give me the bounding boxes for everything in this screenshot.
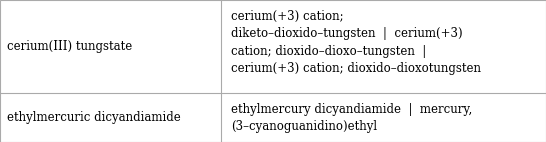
Text: ethylmercuric dicyandiamide: ethylmercuric dicyandiamide — [7, 111, 180, 124]
Text: cerium(+3) cation;
diketo–dioxido–tungsten  |  cerium(+3)
cation; dioxido–dioxo–: cerium(+3) cation; diketo–dioxido–tungst… — [231, 10, 481, 75]
Text: ethylmercury dicyandiamide  |  mercury,
(3–cyanoguanidino)ethyl: ethylmercury dicyandiamide | mercury, (3… — [231, 103, 472, 133]
Text: cerium(III) tungstate: cerium(III) tungstate — [7, 40, 132, 53]
